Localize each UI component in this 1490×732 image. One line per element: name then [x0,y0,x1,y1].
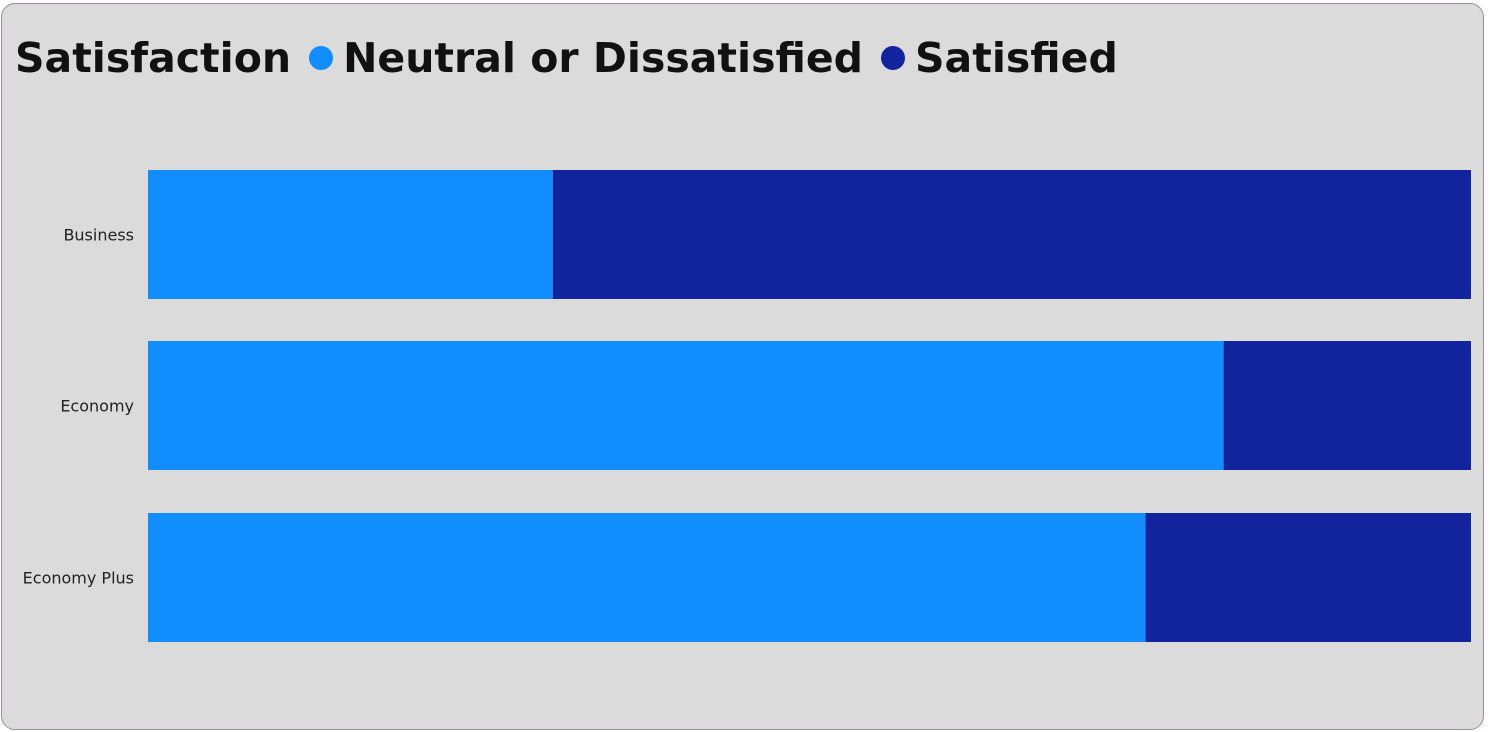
legend-label: Satisfied [915,34,1118,82]
legend-label: Neutral or Dissatisfied [343,34,864,82]
bar-economy-series-1[interactable] [1223,341,1471,470]
bar-economy-plus-series-1[interactable] [1145,513,1471,642]
bar-business-series-1[interactable] [552,170,1471,299]
bar-economy-plus-series-0[interactable] [148,513,1146,642]
bar-economy-series-0[interactable] [148,341,1224,470]
category-label: Business [63,226,134,245]
bar-business-series-0[interactable] [148,170,553,299]
legend-item-satisfied[interactable]: Satisfied [881,34,1118,82]
legend-item-neutral-or-dissatisfied[interactable]: Neutral or Dissatisfied [309,34,863,82]
category-label: Economy Plus [23,569,134,588]
legend-dot-icon [881,46,906,70]
legend: Satisfaction Neutral or Dissatisfied Sat… [15,30,1136,86]
category-label: Economy [60,397,134,416]
legend-dot-icon [309,46,334,70]
legend-title: Satisfaction [15,34,292,82]
